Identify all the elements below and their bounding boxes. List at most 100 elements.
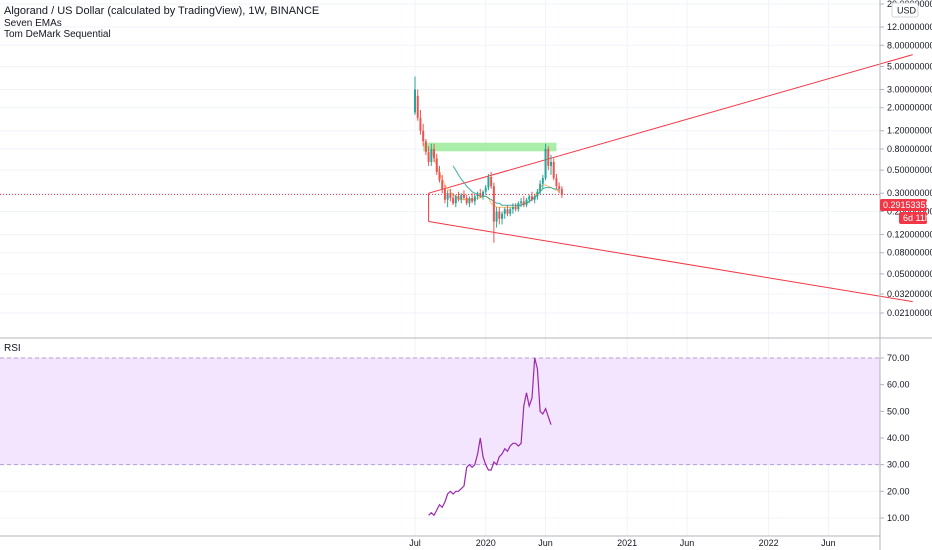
candle-body [433, 149, 436, 159]
candle [438, 165, 441, 183]
candle [473, 194, 476, 206]
candle [490, 172, 493, 189]
candle [419, 110, 422, 135]
candle [422, 123, 425, 147]
candle-body [522, 201, 525, 206]
candle [520, 197, 523, 208]
candle [506, 205, 509, 217]
price-tag-countdown: 6d 11h [903, 213, 930, 223]
price-tick-label: 0.12000000 [887, 229, 932, 239]
trendline[interactable] [428, 54, 913, 194]
candle [509, 207, 512, 217]
price-axis[interactable]: 20.0000000012.000000008.000000005.000000… [880, 0, 932, 318]
candle [560, 186, 563, 198]
candle [471, 193, 474, 204]
candle-body [419, 117, 422, 131]
candle [539, 180, 542, 195]
price-tick-label: 0.08000000 [887, 248, 932, 258]
candle [552, 158, 555, 181]
candle [492, 182, 495, 243]
candle-body [520, 201, 523, 204]
currency-label: USD [897, 6, 917, 16]
symbol-title[interactable]: Algorand / US Dollar (calculated by Trad… [4, 5, 319, 17]
rsi-overbought-oversold-band [0, 358, 880, 465]
candle [498, 207, 501, 225]
candle-body [506, 209, 509, 214]
candle [454, 194, 457, 208]
candle [558, 182, 561, 194]
currency-button[interactable]: USD [891, 2, 919, 18]
rsi-tick-label: 70.00 [887, 353, 910, 363]
time-tick-label: Jul [409, 538, 421, 548]
price-tick-label: 0.50000000 [887, 165, 932, 175]
candle [462, 190, 465, 200]
candle-body [465, 197, 468, 204]
candle [530, 191, 533, 202]
trendlines[interactable] [428, 54, 913, 303]
candle-body [539, 183, 542, 192]
candle [457, 191, 460, 202]
candle-body [555, 178, 558, 187]
price-tick-label: 5.00000000 [887, 61, 932, 71]
candle-body [430, 149, 433, 162]
price-tag: 0.29153355 6d 11h [880, 199, 931, 224]
candle [503, 207, 506, 219]
candle [517, 201, 520, 212]
rsi-line [428, 357, 552, 517]
candle-body [514, 207, 517, 210]
candle-body [435, 158, 438, 173]
candles [414, 76, 563, 243]
candle [541, 174, 544, 189]
ema-line [452, 165, 560, 206]
candle-body [490, 176, 493, 187]
candle-body [558, 186, 561, 189]
candle-body [528, 196, 531, 200]
price-tick-label: 0.30000000 [887, 188, 932, 198]
candle-body [530, 196, 533, 200]
candle-body [495, 211, 498, 222]
rsi-tick-label: 50.00 [887, 406, 910, 416]
candle [514, 203, 517, 212]
price-tick-label: 0.02100000 [887, 308, 932, 318]
time-axis[interactable]: Jul 2020 Jun 2021 Jun 2022 Jun [0, 535, 880, 548]
candle [528, 194, 531, 204]
price-tick-label: 8.00000000 [887, 40, 932, 50]
price-tick-label: 0.20000000 [887, 206, 932, 216]
price-tick-label: 0.05000000 [887, 269, 932, 279]
candle-body [503, 209, 506, 214]
indicator-td-sequential[interactable]: Tom DeMark Sequential [4, 29, 111, 40]
candle-body [468, 197, 471, 204]
candle [550, 155, 552, 175]
rsi-pane-label[interactable]: RSI [4, 343, 21, 354]
candle-body [454, 196, 457, 204]
candle [414, 76, 416, 116]
time-tick-label: 2022 [759, 538, 779, 548]
candle [544, 143, 547, 181]
candle-body [498, 211, 501, 219]
indicator-seven-emas[interactable]: Seven EMAs [4, 18, 62, 29]
resistance-zone[interactable] [423, 142, 557, 152]
candle-body [414, 89, 416, 113]
candle-body [424, 141, 427, 152]
price-tick-label: 1.20000000 [887, 126, 932, 136]
candle-body [473, 196, 476, 202]
rsi-axis[interactable]: 70.00 60.00 50.00 40.00 30.00 20.00 10.00 [880, 353, 910, 523]
candle [416, 89, 419, 121]
candle-body [550, 161, 552, 166]
candle [427, 146, 430, 166]
candle [501, 211, 504, 225]
candle-body [509, 209, 512, 214]
price-tick-label: 0.80000000 [887, 144, 932, 154]
price-tick-label: 12.00000000 [887, 22, 932, 32]
price-tick-label: 3.00000000 [887, 84, 932, 94]
candle-body [422, 130, 425, 142]
candle [435, 153, 438, 175]
price-tag-value: 0.29153355 [883, 200, 931, 210]
candle-body [416, 95, 419, 118]
candle [525, 197, 528, 208]
candle-body [438, 172, 441, 181]
candle [547, 146, 550, 171]
candle-body [525, 199, 528, 206]
trendline[interactable] [428, 221, 913, 303]
